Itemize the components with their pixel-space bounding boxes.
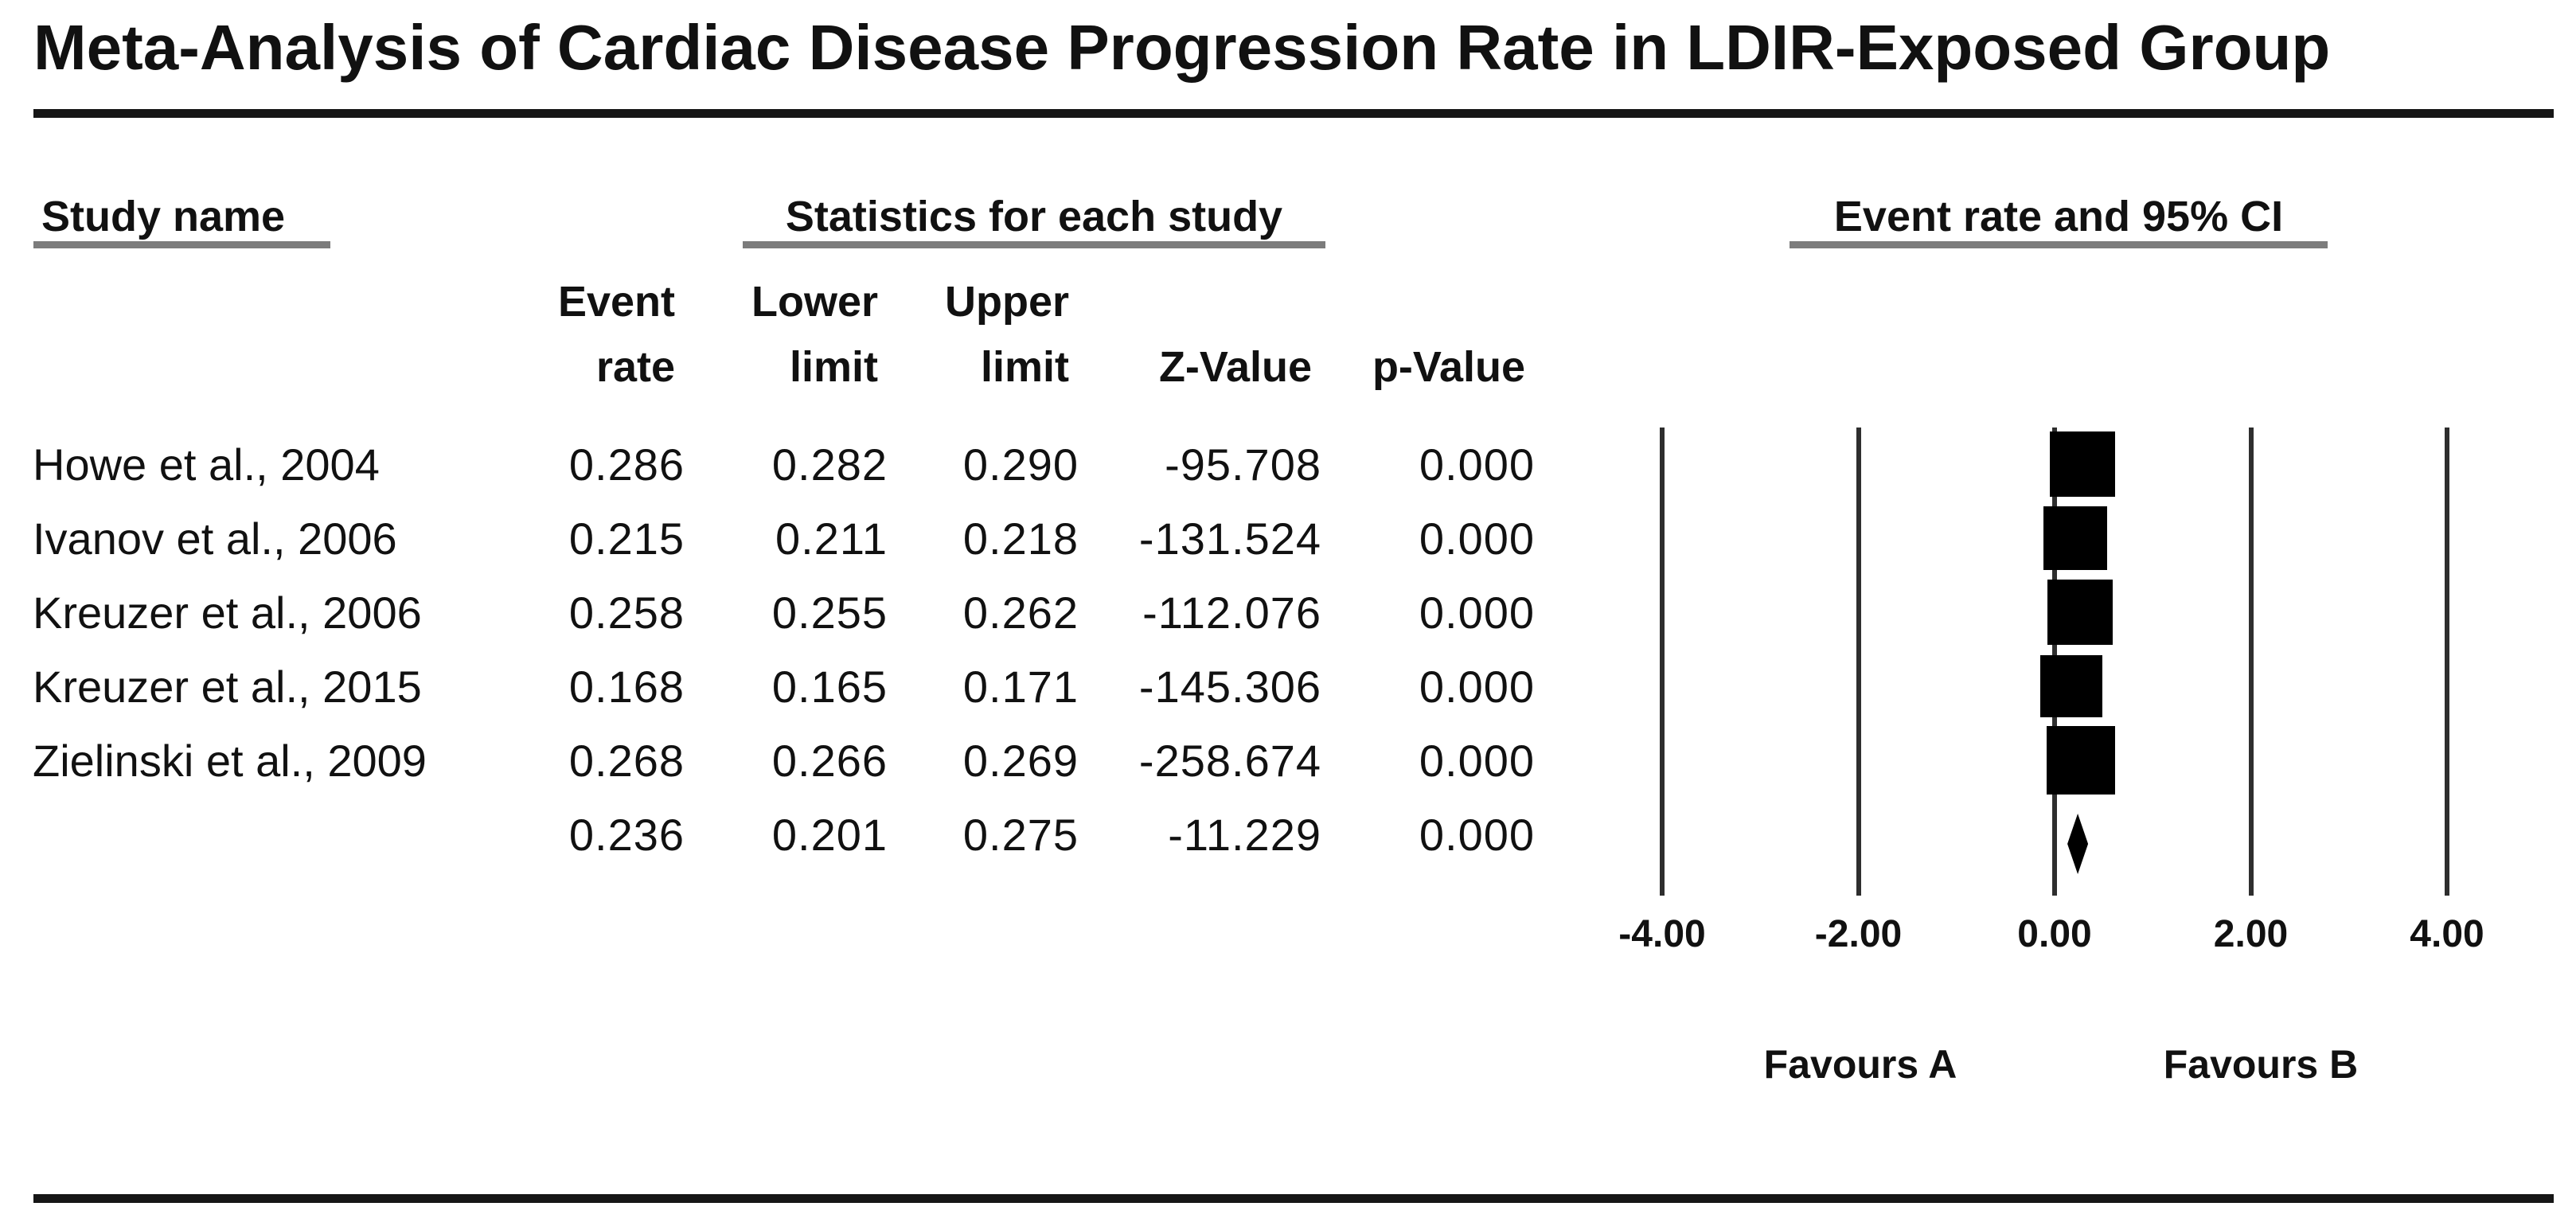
- column-header-p-value: p-Value: [1372, 343, 1525, 391]
- cell-z-value: -145.306: [1138, 662, 1321, 712]
- column-header-event-rate: Event rate: [557, 278, 675, 391]
- cell-z-value: -131.524: [1138, 513, 1321, 564]
- study-name-header: Study name: [41, 193, 286, 240]
- table-row: Ivanov et al., 2006 0.215 0.211 0.218 -1…: [33, 502, 1535, 576]
- cell-upper-limit: 0.218: [962, 513, 1079, 564]
- cell-event-rate: 0.236: [568, 810, 685, 860]
- column-headers-row: Event rate Lower limit Upper limit Z-Val…: [33, 267, 1535, 400]
- table-row: Kreuzer et al., 2006 0.258 0.255 0.262 -…: [33, 576, 1535, 650]
- cell-upper-limit: 0.269: [962, 736, 1079, 786]
- axis-tick-label: -4.00: [1618, 913, 1706, 955]
- page-title: Meta-Analysis of Cardiac Disease Progres…: [33, 12, 2331, 83]
- cell-p-value: 0.000: [1419, 736, 1535, 786]
- table-row-summary: 0.236 0.201 0.275 -11.229 0.000: [33, 798, 1535, 872]
- study-point-estimate-marker: [2039, 655, 2102, 717]
- axis-tick-label: 2.00: [2213, 913, 2289, 955]
- study-name-underline: [33, 241, 330, 248]
- event-rate-ci-header: Event rate and 95% CI: [1833, 193, 2284, 240]
- study-point-estimate-marker: [2047, 580, 2113, 645]
- cell-p-value: 0.000: [1419, 662, 1535, 712]
- column-header-upper-limit: Upper limit: [944, 278, 1069, 391]
- axis-tick: [2052, 873, 2057, 896]
- table-row: Zielinski et al., 2009 0.268 0.266 0.269…: [33, 724, 1535, 798]
- axis-gridline: [2445, 428, 2449, 873]
- table-row: Kreuzer et al., 2015 0.168 0.165 0.171 -…: [33, 650, 1535, 724]
- cell-lower-limit: 0.211: [775, 513, 888, 564]
- cell-study-name: Howe et al., 2004: [33, 439, 380, 490]
- axis-gridline: [1660, 428, 1665, 873]
- statistics-header: Statistics for each study: [785, 193, 1283, 240]
- column-header-z-value: Z-Value: [1158, 343, 1312, 391]
- axis-tick: [1660, 873, 1665, 896]
- cell-lower-limit: 0.266: [771, 736, 888, 786]
- column-header-lower-limit: Lower limit: [751, 278, 878, 391]
- axis-gridline-zero: [2052, 428, 2057, 873]
- cell-study-name: Ivanov et al., 2006: [33, 513, 397, 564]
- axis-tick-label: 4.00: [2410, 913, 2484, 955]
- cell-study-name: Kreuzer et al., 2015: [33, 662, 422, 712]
- event-rate-ci-underline: [1790, 241, 2328, 248]
- cell-lower-limit: 0.201: [771, 810, 888, 860]
- cell-event-rate: 0.286: [568, 439, 685, 490]
- cell-study-name: Zielinski et al., 2009: [33, 736, 427, 786]
- cell-upper-limit: 0.262: [962, 588, 1079, 638]
- axis-tick-label: -2.00: [1814, 913, 1903, 955]
- axis-gridline: [2248, 428, 2254, 873]
- cell-event-rate: 0.258: [568, 588, 685, 638]
- cell-z-value: -95.708: [1165, 439, 1321, 490]
- cell-lower-limit: 0.255: [771, 588, 888, 638]
- study-point-estimate-marker: [2047, 726, 2116, 795]
- study-point-estimate-marker: [2050, 431, 2116, 497]
- cell-p-value: 0.000: [1419, 439, 1535, 490]
- cell-z-value: -258.674: [1138, 736, 1321, 786]
- axis-gridline: [1856, 428, 1861, 873]
- cell-upper-limit: 0.275: [962, 810, 1079, 860]
- bottom-rule: [33, 1194, 2554, 1203]
- axis-tick-label: 0.00: [2017, 913, 2092, 955]
- statistics-underline: [743, 241, 1325, 248]
- cell-event-rate: 0.215: [568, 513, 685, 564]
- cell-p-value: 0.000: [1419, 810, 1535, 860]
- table-row: Howe et al., 2004 0.286 0.282 0.290 -95.…: [33, 428, 1535, 502]
- cell-lower-limit: 0.165: [771, 662, 888, 712]
- cell-upper-limit: 0.171: [962, 662, 1079, 712]
- favours-right-label: Favours B: [2163, 1042, 2359, 1087]
- cell-upper-limit: 0.290: [962, 439, 1079, 490]
- favours-left-label: Favours A: [1763, 1042, 1957, 1087]
- cell-z-value: -11.229: [1168, 810, 1321, 860]
- study-point-estimate-marker: [2043, 506, 2108, 570]
- cell-p-value: 0.000: [1419, 513, 1535, 564]
- cell-z-value: -112.076: [1142, 588, 1321, 638]
- cell-event-rate: 0.268: [568, 736, 685, 786]
- axis-tick: [2248, 873, 2254, 896]
- axis-tick: [1856, 873, 1861, 896]
- cell-study-name: Kreuzer et al., 2006: [33, 588, 422, 638]
- cell-p-value: 0.000: [1419, 588, 1535, 638]
- title-divider-rule: [33, 109, 2554, 118]
- cell-event-rate: 0.168: [568, 662, 685, 712]
- cell-lower-limit: 0.282: [771, 439, 888, 490]
- axis-tick: [2445, 873, 2449, 896]
- summary-diamond-marker: [2067, 814, 2089, 874]
